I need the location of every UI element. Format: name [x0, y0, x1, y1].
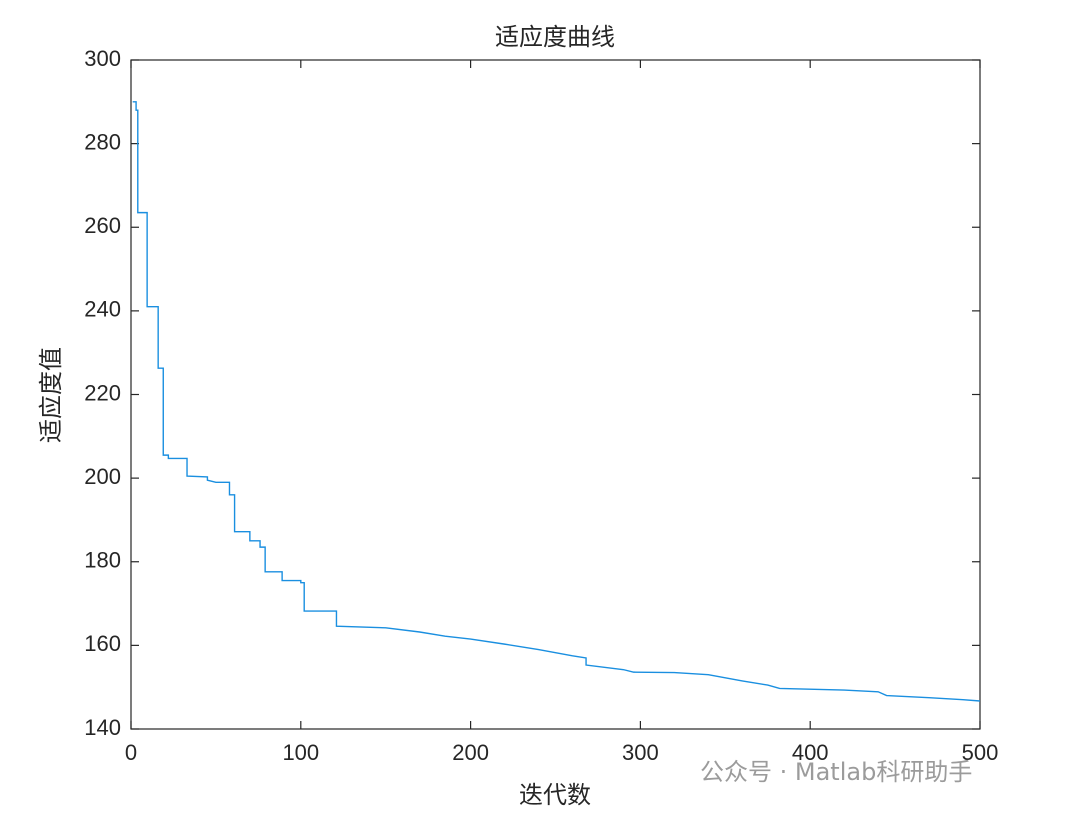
x-tick-label: 500 [962, 740, 999, 765]
y-tick-label: 200 [84, 464, 121, 489]
y-tick-label: 260 [84, 213, 121, 238]
plot-area: 0 100 200 300 400 500 140 160 180 200 220 240 260 280… [84, 46, 998, 765]
x-tick-label: 400 [792, 740, 829, 765]
x-axis-label: 迭代数 [519, 781, 591, 809]
y-tick-label: 180 [84, 548, 121, 573]
axes-box [130, 59, 981, 730]
x-tick-label: 200 [452, 740, 489, 765]
y-tick-label: 160 [84, 631, 121, 656]
y-tick-label: 300 [84, 46, 121, 71]
chart-title: 适应度曲线 [495, 23, 615, 51]
x-tick-label: 100 [282, 740, 319, 765]
y-tick-label: 240 [84, 297, 121, 322]
x-tick-label: 0 [125, 740, 137, 765]
y-tick-label: 140 [84, 715, 121, 740]
x-tick-label: 300 [622, 740, 659, 765]
data-line [132, 101, 981, 702]
y-axis-label: 适应度值 [37, 347, 65, 443]
watermark: 公众号 · Matlab科研助手 [700, 758, 972, 786]
y-tick-label: 220 [84, 380, 121, 405]
y-tick-label: 280 [84, 129, 121, 154]
